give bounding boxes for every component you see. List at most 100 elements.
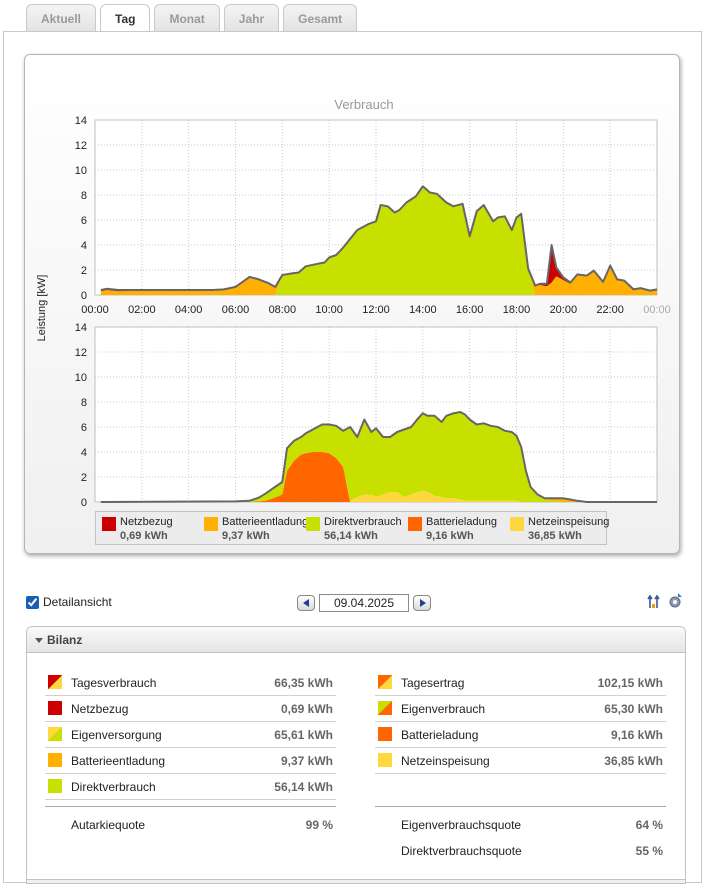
legend-name: Netzeinspeisung [528,516,610,528]
arrow-right-icon [420,599,426,607]
x-tick-label: 20:00 [550,304,578,316]
x-tick-label: 22:00 [596,304,624,316]
balance-label: Eigenverbrauch [401,702,486,716]
legend-swatch [102,517,116,531]
x-tick-label: 04:00 [175,304,203,316]
balance-row-eigenverbrauchsquote: Eigenverbrauchsquote 64 % [375,812,666,838]
x-tick-label: 10:00 [315,304,343,316]
balance-footer [27,879,685,883]
balance-value: 65,61 kWh [274,728,333,742]
x-tick-label: 12:00 [362,304,390,316]
main-panel: 0 2 4 6 8 10 12 14 Verbrauch 00:00 02:00 04:00 06:00… [3,31,702,884]
legend-item-netzbezug[interactable]: Netzbezug 0,69 kWh [96,512,198,544]
legend-item-batterieentladung[interactable]: Batterieentladung 9,37 kWh [198,512,308,544]
balance-row-spacer [375,774,666,800]
balance-value: 56,14 kWh [274,780,333,794]
balance-row-tagesertrag: Tagesertrag 102,15 kWh [375,670,666,696]
y-tick-label: 6 [81,422,87,434]
legend-name: Direktverbrauch [324,516,402,528]
y-tick-label: 12 [75,347,87,359]
legend-value: 36,85 kWh [528,530,582,542]
balance-value: 36,85 kWh [604,754,663,768]
detail-view-checkbox[interactable] [26,595,39,609]
balance-value: 102,15 kWh [597,676,663,690]
legend-name: Netzbezug [120,516,173,528]
detail-view-label: Detailansicht [43,595,112,609]
date-input[interactable] [319,594,409,612]
x-tick-label: 18:00 [503,304,531,316]
y-axis-label: Leistung [kW] [36,275,48,342]
y-tick-label: 10 [75,165,87,177]
balance-value: 66,35 kWh [274,676,333,690]
legend-item-direktverbrauch[interactable]: Direktverbrauch 56,14 kWh [300,512,402,544]
y-tick-label: 2 [81,265,87,277]
balance-label: Netzeinspeisung [401,754,490,768]
quota-label: Eigenverbrauchsquote [401,818,522,832]
legend-value: 0,69 kWh [120,530,168,542]
next-day-button[interactable] [413,595,431,611]
balance-label: Batterieentladung [71,754,166,768]
balance-swatch [378,727,392,741]
balance-row-eigenversorgung: Eigenversorgung 65,61 kWh [45,722,336,748]
tab-monat[interactable]: Monat [154,4,220,32]
tab-aktuell[interactable]: Aktuell [26,4,97,32]
y-tick-label: 10 [75,372,87,384]
x-tick-label: 06:00 [222,304,250,316]
chart-container: 0 2 4 6 8 10 12 14 Verbrauch 00:00 02:00 04:00 06:00… [24,54,680,554]
legend-swatch [408,517,422,531]
power-chart: 0 2 4 6 8 10 12 14 Verbrauch 00:00 02:00 04:00 06:00… [36,97,671,524]
detail-view-toggle[interactable]: Detailansicht [26,595,112,609]
legend-item-netzeinspeisung[interactable]: Netzeinspeisung 36,85 kWh [504,512,610,544]
balance-row-tagesverbrauch: Tagesverbrauch 66,35 kWh [45,670,336,696]
legend-swatch [306,517,320,531]
area-series-direktverbrauch [100,412,657,502]
x-tick-label: 00:00 [81,304,109,316]
legend-value: 56,14 kWh [324,530,378,542]
y-tick-label: 12 [75,140,87,152]
tab-tag[interactable]: Tag [100,4,151,33]
chart-tools [646,592,684,610]
y-tick-label: 0 [81,497,87,509]
zoom-reset-icon[interactable] [646,592,664,610]
quota-value: 99 % [305,818,333,832]
balance-swatch [48,727,62,741]
balance-row-direktverbrauchsquote: Direktverbrauchsquote 55 % [375,838,666,864]
collapse-caret-icon [35,638,43,643]
gear-icon[interactable] [666,592,684,610]
y-tick-label: 14 [75,115,87,127]
y-tick-label: 8 [81,190,87,202]
balance-row-netzeinspeisung: Netzeinspeisung 36,85 kWh [375,748,666,774]
balance-label: Tagesverbrauch [71,676,157,690]
balance-swatch [48,779,62,793]
legend-swatch [510,517,524,531]
area-series-direktverbrauch [100,186,657,295]
balance-separator [45,806,336,812]
balance-separator [375,806,666,812]
balance-row-eigenverbrauch: Eigenverbrauch 65,30 kWh [375,696,666,722]
total-outline [100,411,657,503]
y-tick-label: 14 [75,322,87,334]
chart-legend: Netzbezug 0,69 kWh Batterieentladung 9,37 k… [95,511,610,545]
y-tick-label: 4 [81,240,87,252]
y-tick-label: 2 [81,472,87,484]
legend-value: 9,16 kWh [426,530,474,542]
balance-swatch [48,675,62,689]
previous-day-button[interactable] [297,595,315,611]
total-outline [100,185,658,292]
legend-item-batterieladung[interactable]: Batterieladung 9,16 kWh [402,512,504,544]
legend-name: Batterieentladung [222,516,309,528]
balance-swatch [48,701,62,715]
tab-jahr[interactable]: Jahr [223,4,280,32]
balance-label: Eigenversorgung [71,728,162,742]
balance-swatch [378,675,392,689]
balance-header[interactable]: Bilanz [27,627,685,653]
balance-value: 9,37 kWh [280,754,333,768]
quota-label: Direktverbrauchsquote [401,844,522,858]
chart-panel-consumption: 0 2 4 6 8 10 12 14 Verbrauch 00:00 02:00 04:00 06:00… [75,97,671,316]
x-tick-label: 08:00 [269,304,297,316]
balance-row-netzbezug: Netzbezug 0,69 kWh [45,696,336,722]
tab-gesamt[interactable]: Gesamt [283,4,358,32]
chart-panel-production: 02468101214Erzeugung [75,322,658,524]
balance-value: 65,30 kWh [604,702,663,716]
legend-value: 9,37 kWh [222,530,270,542]
